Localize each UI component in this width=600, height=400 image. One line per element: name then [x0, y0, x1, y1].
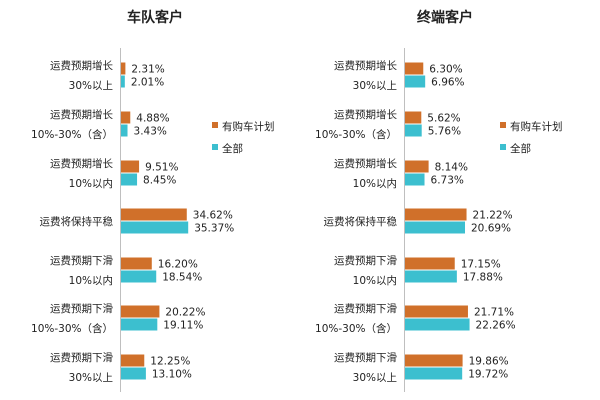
bar-all: [405, 270, 457, 283]
legend-swatch: [212, 122, 218, 128]
legend-label: 有购车计划: [222, 120, 275, 133]
category-label: 10%-30%（含）: [31, 128, 113, 141]
category-label: 运费预期增长: [50, 59, 113, 72]
category-label: 30%以上: [353, 372, 397, 384]
data-label: 35.37%: [194, 223, 234, 235]
legend-label: 有购车计划: [510, 120, 563, 133]
category-label: 运费将保持平稳: [324, 215, 398, 228]
category-label: 10%以内: [69, 177, 113, 190]
bar-all: [121, 367, 146, 380]
data-label: 19.11%: [163, 320, 203, 332]
category-label: 运费将保持平稳: [40, 215, 114, 228]
data-label: 18.54%: [162, 272, 202, 284]
bar-all: [121, 124, 128, 137]
data-label: 8.14%: [435, 162, 468, 174]
data-label: 16.20%: [158, 259, 198, 271]
category-label: 运费预期下滑: [50, 254, 113, 267]
data-label: 17.15%: [461, 259, 501, 271]
category-label: 30%以上: [69, 372, 113, 384]
data-label: 34.62%: [193, 210, 233, 222]
bar-purchase-plan: [121, 354, 145, 367]
bar-all: [121, 270, 157, 283]
bar-purchase-plan: [405, 62, 424, 75]
bar-purchase-plan: [121, 305, 160, 318]
legend-swatch: [500, 144, 506, 150]
category-label: 运费预期增长: [334, 59, 397, 72]
bar-all: [405, 124, 422, 137]
bar-purchase-plan: [405, 257, 455, 270]
bar-purchase-plan: [405, 208, 467, 221]
bar-all: [405, 75, 426, 88]
category-label: 运费预期增长: [50, 157, 113, 170]
data-label: 17.88%: [463, 272, 503, 284]
category-label: 运费预期下滑: [50, 351, 113, 364]
category-label: 10%-30%（含）: [315, 322, 397, 335]
bar-purchase-plan: [121, 111, 131, 124]
data-label: 2.31%: [131, 64, 164, 76]
bar-all: [405, 173, 425, 186]
legend-label: 全部: [510, 142, 531, 155]
data-label: 4.88%: [136, 113, 169, 125]
data-label: 20.69%: [471, 223, 511, 235]
data-label: 5.62%: [427, 113, 460, 125]
bar-purchase-plan: [121, 208, 187, 221]
bar-all: [405, 367, 463, 380]
category-label: 10%以内: [353, 274, 397, 287]
data-label: 6.96%: [431, 77, 464, 89]
bar-purchase-plan: [405, 354, 463, 367]
data-label: 8.45%: [143, 175, 176, 187]
chart-title-0: 车队客户: [127, 9, 183, 26]
chart-title-1: 终端客户: [417, 9, 473, 26]
data-label: 6.73%: [431, 175, 464, 187]
bar-purchase-plan: [405, 305, 468, 318]
bar-all: [121, 173, 138, 186]
bar-all: [121, 75, 125, 88]
data-label: 6.30%: [429, 64, 462, 76]
bar-purchase-plan: [121, 257, 152, 270]
category-label: 运费预期下滑: [334, 302, 397, 315]
data-label: 22.26%: [476, 320, 516, 332]
data-label: 21.71%: [474, 307, 514, 319]
bar-purchase-plan: [405, 160, 429, 173]
category-label: 10%以内: [69, 274, 113, 287]
category-label: 10%以内: [353, 177, 397, 190]
data-label: 5.76%: [428, 126, 461, 138]
category-label: 运费预期下滑: [334, 351, 397, 364]
bar-purchase-plan: [121, 160, 140, 173]
category-label: 10%-30%（含）: [315, 128, 397, 141]
data-label: 2.01%: [131, 77, 164, 89]
category-label: 30%以上: [353, 80, 397, 92]
bar-purchase-plan: [121, 62, 126, 75]
category-label: 运费预期增长: [334, 108, 397, 121]
bar-all: [121, 318, 158, 331]
bar-all: [405, 221, 466, 234]
category-label: 运费预期增长: [334, 157, 397, 170]
data-label: 20.22%: [165, 307, 205, 319]
data-label: 13.10%: [152, 369, 192, 381]
data-label: 19.86%: [469, 356, 509, 368]
category-label: 运费预期下滑: [334, 254, 397, 267]
category-label: 10%-30%（含）: [31, 322, 113, 335]
category-label: 运费预期增长: [50, 108, 113, 121]
category-label: 30%以上: [69, 80, 113, 92]
legend-swatch: [500, 122, 506, 128]
data-label: 21.22%: [473, 210, 513, 222]
data-label: 19.72%: [468, 369, 508, 381]
data-label: 3.43%: [134, 126, 167, 138]
data-label: 12.25%: [150, 356, 190, 368]
category-label: 运费预期下滑: [50, 302, 113, 315]
bar-purchase-plan: [405, 111, 422, 124]
bar-all: [121, 221, 189, 234]
data-label: 9.51%: [145, 162, 178, 174]
legend-swatch: [212, 144, 218, 150]
bar-all: [405, 318, 470, 331]
legend-label: 全部: [222, 142, 243, 155]
